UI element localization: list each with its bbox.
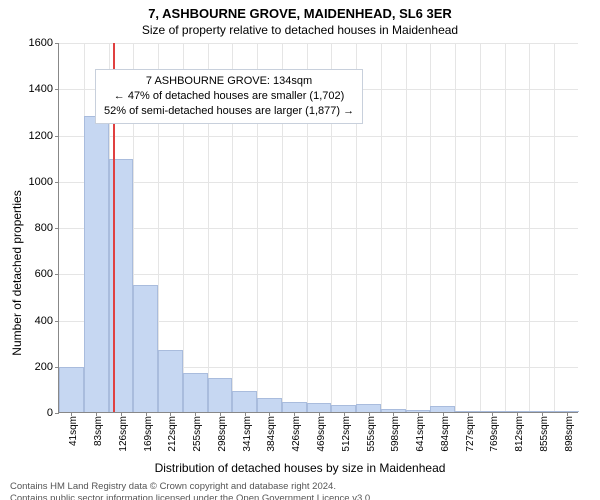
x-tick-label: 812sqm [514,416,525,452]
x-tick-label: 255sqm [192,416,203,452]
x-tick-label: 684sqm [440,416,451,452]
callout-line-3: 52% of semi-detached houses are larger (… [104,104,354,119]
y-tick-label: 1000 [29,176,53,188]
chart-container: 0200400600800100012001400160041sqm83sqm1… [58,43,578,413]
vgridline [480,43,481,412]
x-tick-label: 126sqm [118,416,129,452]
x-tick-label: 212sqm [167,416,178,452]
x-tick-label: 855sqm [539,416,550,452]
y-tick-label: 0 [47,407,53,419]
x-tick-label: 469sqm [316,416,327,452]
x-tick-label: 384sqm [266,416,277,452]
chart-title-block: 7, ASHBOURNE GROVE, MAIDENHEAD, SL6 3ER … [0,0,600,37]
histogram-bar [133,285,158,412]
footer-line-1: Contains HM Land Registry data © Crown c… [10,481,590,493]
gridline [59,182,578,183]
x-axis-label: Distribution of detached houses by size … [0,461,600,475]
x-tick-label: 555sqm [366,416,377,452]
marker-callout: 7 ASHBOURNE GROVE: 134sqm ← 47% of detac… [95,69,363,124]
x-tick-label: 598sqm [390,416,401,452]
histogram-bar [356,404,381,412]
y-tick-label: 600 [35,268,53,280]
gridline [59,228,578,229]
x-tick-label: 169sqm [143,416,154,452]
x-tick-label: 641sqm [415,416,426,452]
x-tick-label: 426sqm [291,416,302,452]
footer-line-2: Contains public sector information licen… [10,493,590,500]
x-tick-label: 41sqm [68,416,79,446]
histogram-bar [282,402,307,412]
chart-title: 7, ASHBOURNE GROVE, MAIDENHEAD, SL6 3ER [0,6,600,21]
vgridline [381,43,382,412]
y-tick-label: 1400 [29,83,53,95]
y-axis-label: Number of detached properties [10,190,24,355]
y-tick [55,321,59,322]
y-tick [55,274,59,275]
callout-line-1: 7 ASHBOURNE GROVE: 134sqm [104,74,354,89]
y-tick [55,228,59,229]
vgridline [430,43,431,412]
y-tick [55,43,59,44]
plot-area: 0200400600800100012001400160041sqm83sqm1… [58,43,578,413]
gridline [59,274,578,275]
y-tick [55,182,59,183]
x-tick-label: 727sqm [465,416,476,452]
histogram-bar [307,403,332,412]
vgridline [406,43,407,412]
y-tick [55,136,59,137]
histogram-bar [232,391,257,412]
histogram-bar [257,398,282,412]
histogram-bar [109,159,134,412]
x-tick-label: 298sqm [217,416,228,452]
vgridline [554,43,555,412]
vgridline [505,43,506,412]
histogram-bar [158,350,183,412]
vgridline [529,43,530,412]
y-tick-label: 800 [35,222,53,234]
y-tick [55,89,59,90]
histogram-bar [59,367,84,412]
gridline [59,43,578,44]
attribution-footer: Contains HM Land Registry data © Crown c… [0,475,600,500]
y-tick-label: 1200 [29,130,53,142]
gridline [59,136,578,137]
callout-line-2: ← 47% of detached houses are smaller (1,… [104,89,354,104]
y-tick-label: 1600 [29,37,53,49]
x-tick-label: 512sqm [341,416,352,452]
y-tick [55,413,59,414]
histogram-bar [208,378,233,412]
x-tick-label: 83sqm [93,416,104,446]
y-tick-label: 400 [35,315,53,327]
histogram-bar [84,116,109,412]
chart-subtitle: Size of property relative to detached ho… [0,23,600,37]
x-tick-label: 769sqm [489,416,500,452]
vgridline [455,43,456,412]
histogram-bar [331,405,356,412]
x-tick-label: 341sqm [242,416,253,452]
histogram-bar [183,373,208,412]
x-tick-label: 898sqm [564,416,575,452]
y-tick-label: 200 [35,361,53,373]
